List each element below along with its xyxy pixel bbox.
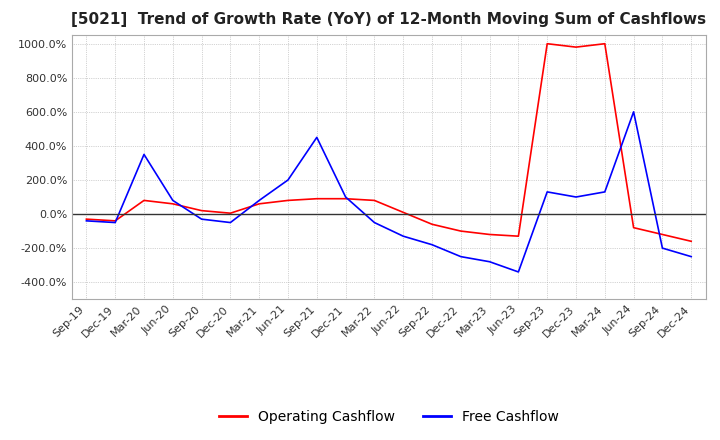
Legend: Operating Cashflow, Free Cashflow: Operating Cashflow, Free Cashflow bbox=[214, 404, 564, 429]
Free Cashflow bbox=[284, 177, 292, 183]
Operating Cashflow bbox=[111, 218, 120, 224]
Operating Cashflow bbox=[428, 222, 436, 227]
Free Cashflow bbox=[456, 254, 465, 259]
Operating Cashflow bbox=[572, 44, 580, 50]
Line: Free Cashflow: Free Cashflow bbox=[86, 112, 691, 272]
Free Cashflow bbox=[543, 189, 552, 194]
Free Cashflow bbox=[572, 194, 580, 200]
Free Cashflow bbox=[514, 269, 523, 275]
Operating Cashflow bbox=[543, 41, 552, 46]
Free Cashflow bbox=[629, 109, 638, 114]
Free Cashflow bbox=[485, 259, 494, 264]
Free Cashflow bbox=[197, 216, 206, 222]
Operating Cashflow bbox=[226, 211, 235, 216]
Free Cashflow bbox=[399, 234, 408, 239]
Free Cashflow bbox=[140, 152, 148, 157]
Operating Cashflow bbox=[341, 196, 350, 202]
Free Cashflow bbox=[111, 220, 120, 225]
Free Cashflow bbox=[370, 220, 379, 225]
Operating Cashflow bbox=[370, 198, 379, 203]
Free Cashflow bbox=[600, 189, 609, 194]
Operating Cashflow bbox=[456, 228, 465, 234]
Title: [5021]  Trend of Growth Rate (YoY) of 12-Month Moving Sum of Cashflows: [5021] Trend of Growth Rate (YoY) of 12-… bbox=[71, 12, 706, 27]
Operating Cashflow bbox=[658, 232, 667, 237]
Free Cashflow bbox=[312, 135, 321, 140]
Operating Cashflow bbox=[312, 196, 321, 202]
Operating Cashflow bbox=[629, 225, 638, 230]
Line: Operating Cashflow: Operating Cashflow bbox=[86, 44, 691, 241]
Free Cashflow bbox=[687, 254, 696, 259]
Free Cashflow bbox=[255, 198, 264, 203]
Free Cashflow bbox=[341, 194, 350, 200]
Operating Cashflow bbox=[600, 41, 609, 46]
Free Cashflow bbox=[168, 198, 177, 203]
Operating Cashflow bbox=[168, 201, 177, 206]
Operating Cashflow bbox=[197, 208, 206, 213]
Free Cashflow bbox=[226, 220, 235, 225]
Operating Cashflow bbox=[82, 216, 91, 222]
Operating Cashflow bbox=[140, 198, 148, 203]
Free Cashflow bbox=[658, 246, 667, 251]
Operating Cashflow bbox=[399, 210, 408, 215]
Operating Cashflow bbox=[514, 234, 523, 239]
Operating Cashflow bbox=[485, 232, 494, 237]
Free Cashflow bbox=[82, 218, 91, 224]
Operating Cashflow bbox=[687, 238, 696, 244]
Operating Cashflow bbox=[255, 201, 264, 206]
Free Cashflow bbox=[428, 242, 436, 247]
Operating Cashflow bbox=[284, 198, 292, 203]
